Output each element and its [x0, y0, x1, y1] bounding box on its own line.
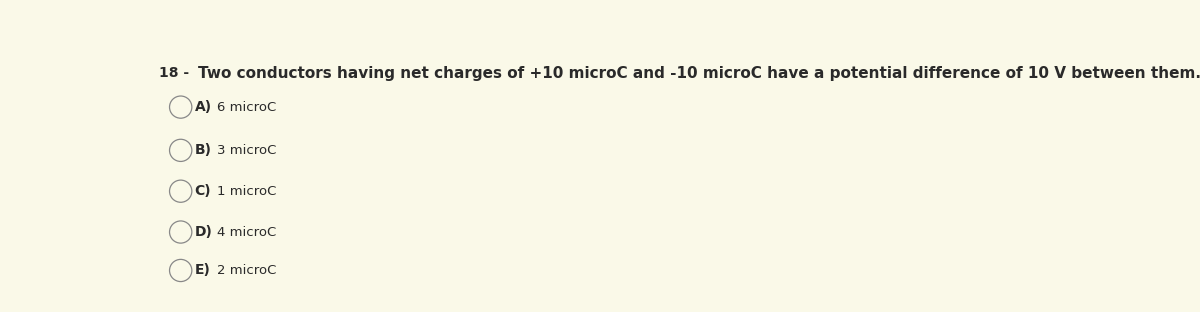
- Text: A): A): [194, 100, 211, 114]
- Text: 2 microC: 2 microC: [217, 264, 276, 277]
- Text: 4 microC: 4 microC: [217, 226, 276, 239]
- Text: 1 microC: 1 microC: [217, 185, 276, 198]
- Text: C): C): [194, 184, 211, 198]
- Text: 18 -: 18 -: [160, 66, 190, 80]
- Text: E): E): [194, 263, 210, 277]
- Text: D): D): [194, 225, 212, 239]
- Text: 3 microC: 3 microC: [217, 144, 276, 157]
- Text: Two conductors having net charges of +10 microC and -10 microC have a potential : Two conductors having net charges of +10…: [198, 66, 1200, 81]
- Text: 6 microC: 6 microC: [217, 100, 276, 114]
- Text: B): B): [194, 143, 211, 157]
